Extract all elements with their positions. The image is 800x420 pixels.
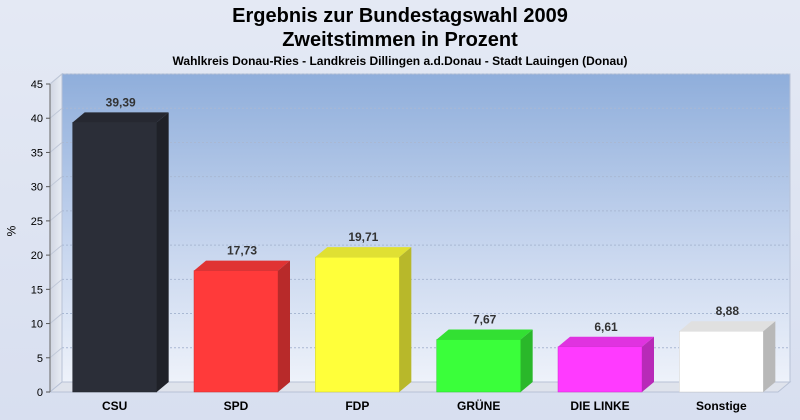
plot-left-wall: [49, 72, 63, 394]
bar-side: [278, 260, 290, 392]
gridline-side: [49, 244, 63, 256]
y-tick-label: 5: [37, 353, 43, 365]
bar-top: [679, 321, 776, 332]
bar-side: [520, 329, 533, 392]
bar-top: [72, 112, 169, 123]
bar-csu: 39,39 CSU: [72, 95, 169, 413]
bar-value-label: 8,88: [716, 304, 740, 318]
x-tick-label: DIE LINKE: [570, 399, 629, 413]
bar-value-label: 7,67: [473, 313, 497, 327]
bar-grüne: 7,67 GRÜNE: [436, 313, 533, 413]
bar-top: [315, 247, 412, 258]
bar-front: [557, 346, 643, 393]
gridline-side: [49, 278, 63, 290]
bar-value-label: 19,71: [348, 230, 378, 244]
bar-spd: 17,73 SPD: [193, 244, 290, 413]
y-tick-label: 45: [31, 79, 43, 91]
y-tick-label: 15: [31, 284, 43, 296]
gridline-side: [49, 142, 63, 153]
plot-back-wall: [61, 73, 791, 383]
bar-top: [194, 260, 290, 271]
gridline-side: [49, 73, 63, 85]
bar-sonstige: 8,88 Sonstige: [679, 304, 776, 413]
bar-die-linke: 6,61 DIE LINKE: [557, 320, 654, 413]
bar-fdp: 19,71 FDP: [315, 230, 412, 413]
y-tick-label: 25: [31, 216, 43, 228]
bar-side: [399, 247, 412, 392]
x-tick-label: FDP: [345, 399, 369, 413]
bar-side: [642, 336, 654, 392]
gridline-side: [49, 313, 63, 324]
bar-value-label: 17,73: [227, 244, 257, 258]
y-tick-label: 40: [31, 113, 43, 125]
bar-value-label: 39,39: [106, 95, 136, 109]
bar-side: [156, 112, 169, 392]
bar-front: [193, 270, 279, 393]
y-tick-label: 30: [31, 182, 43, 194]
x-tick-label: CSU: [102, 399, 127, 413]
bar-front: [436, 339, 521, 393]
bar-front: [72, 122, 157, 393]
gridline-side: [49, 210, 63, 222]
x-tick-label: GRÜNE: [457, 398, 500, 413]
gridline-side: [49, 107, 63, 119]
y-tick-label: 20: [31, 250, 43, 262]
bar-top: [558, 336, 654, 347]
chart-subtitle: Wahlkreis Donau-Ries - Landkreis Dilling…: [172, 54, 628, 68]
y-tick-label: 0: [37, 387, 43, 399]
chart-title: Ergebnis zur Bundestagswahl 2009: [232, 5, 568, 27]
gridline-side: [49, 347, 63, 359]
bar-front: [679, 330, 764, 393]
x-tick-label: SPD: [224, 399, 249, 413]
x-tick-label: Sonstige: [696, 399, 747, 413]
bar-front: [315, 256, 400, 393]
gridline-side: [49, 176, 63, 188]
y-tick-label: 35: [31, 147, 43, 159]
bar-side: [763, 321, 776, 392]
chart-title-line-2: Zweitstimmen in Prozent: [282, 29, 518, 51]
y-tick-label: 10: [31, 319, 43, 331]
bar-top: [436, 329, 533, 340]
bar-value-label: 6,61: [594, 320, 618, 334]
